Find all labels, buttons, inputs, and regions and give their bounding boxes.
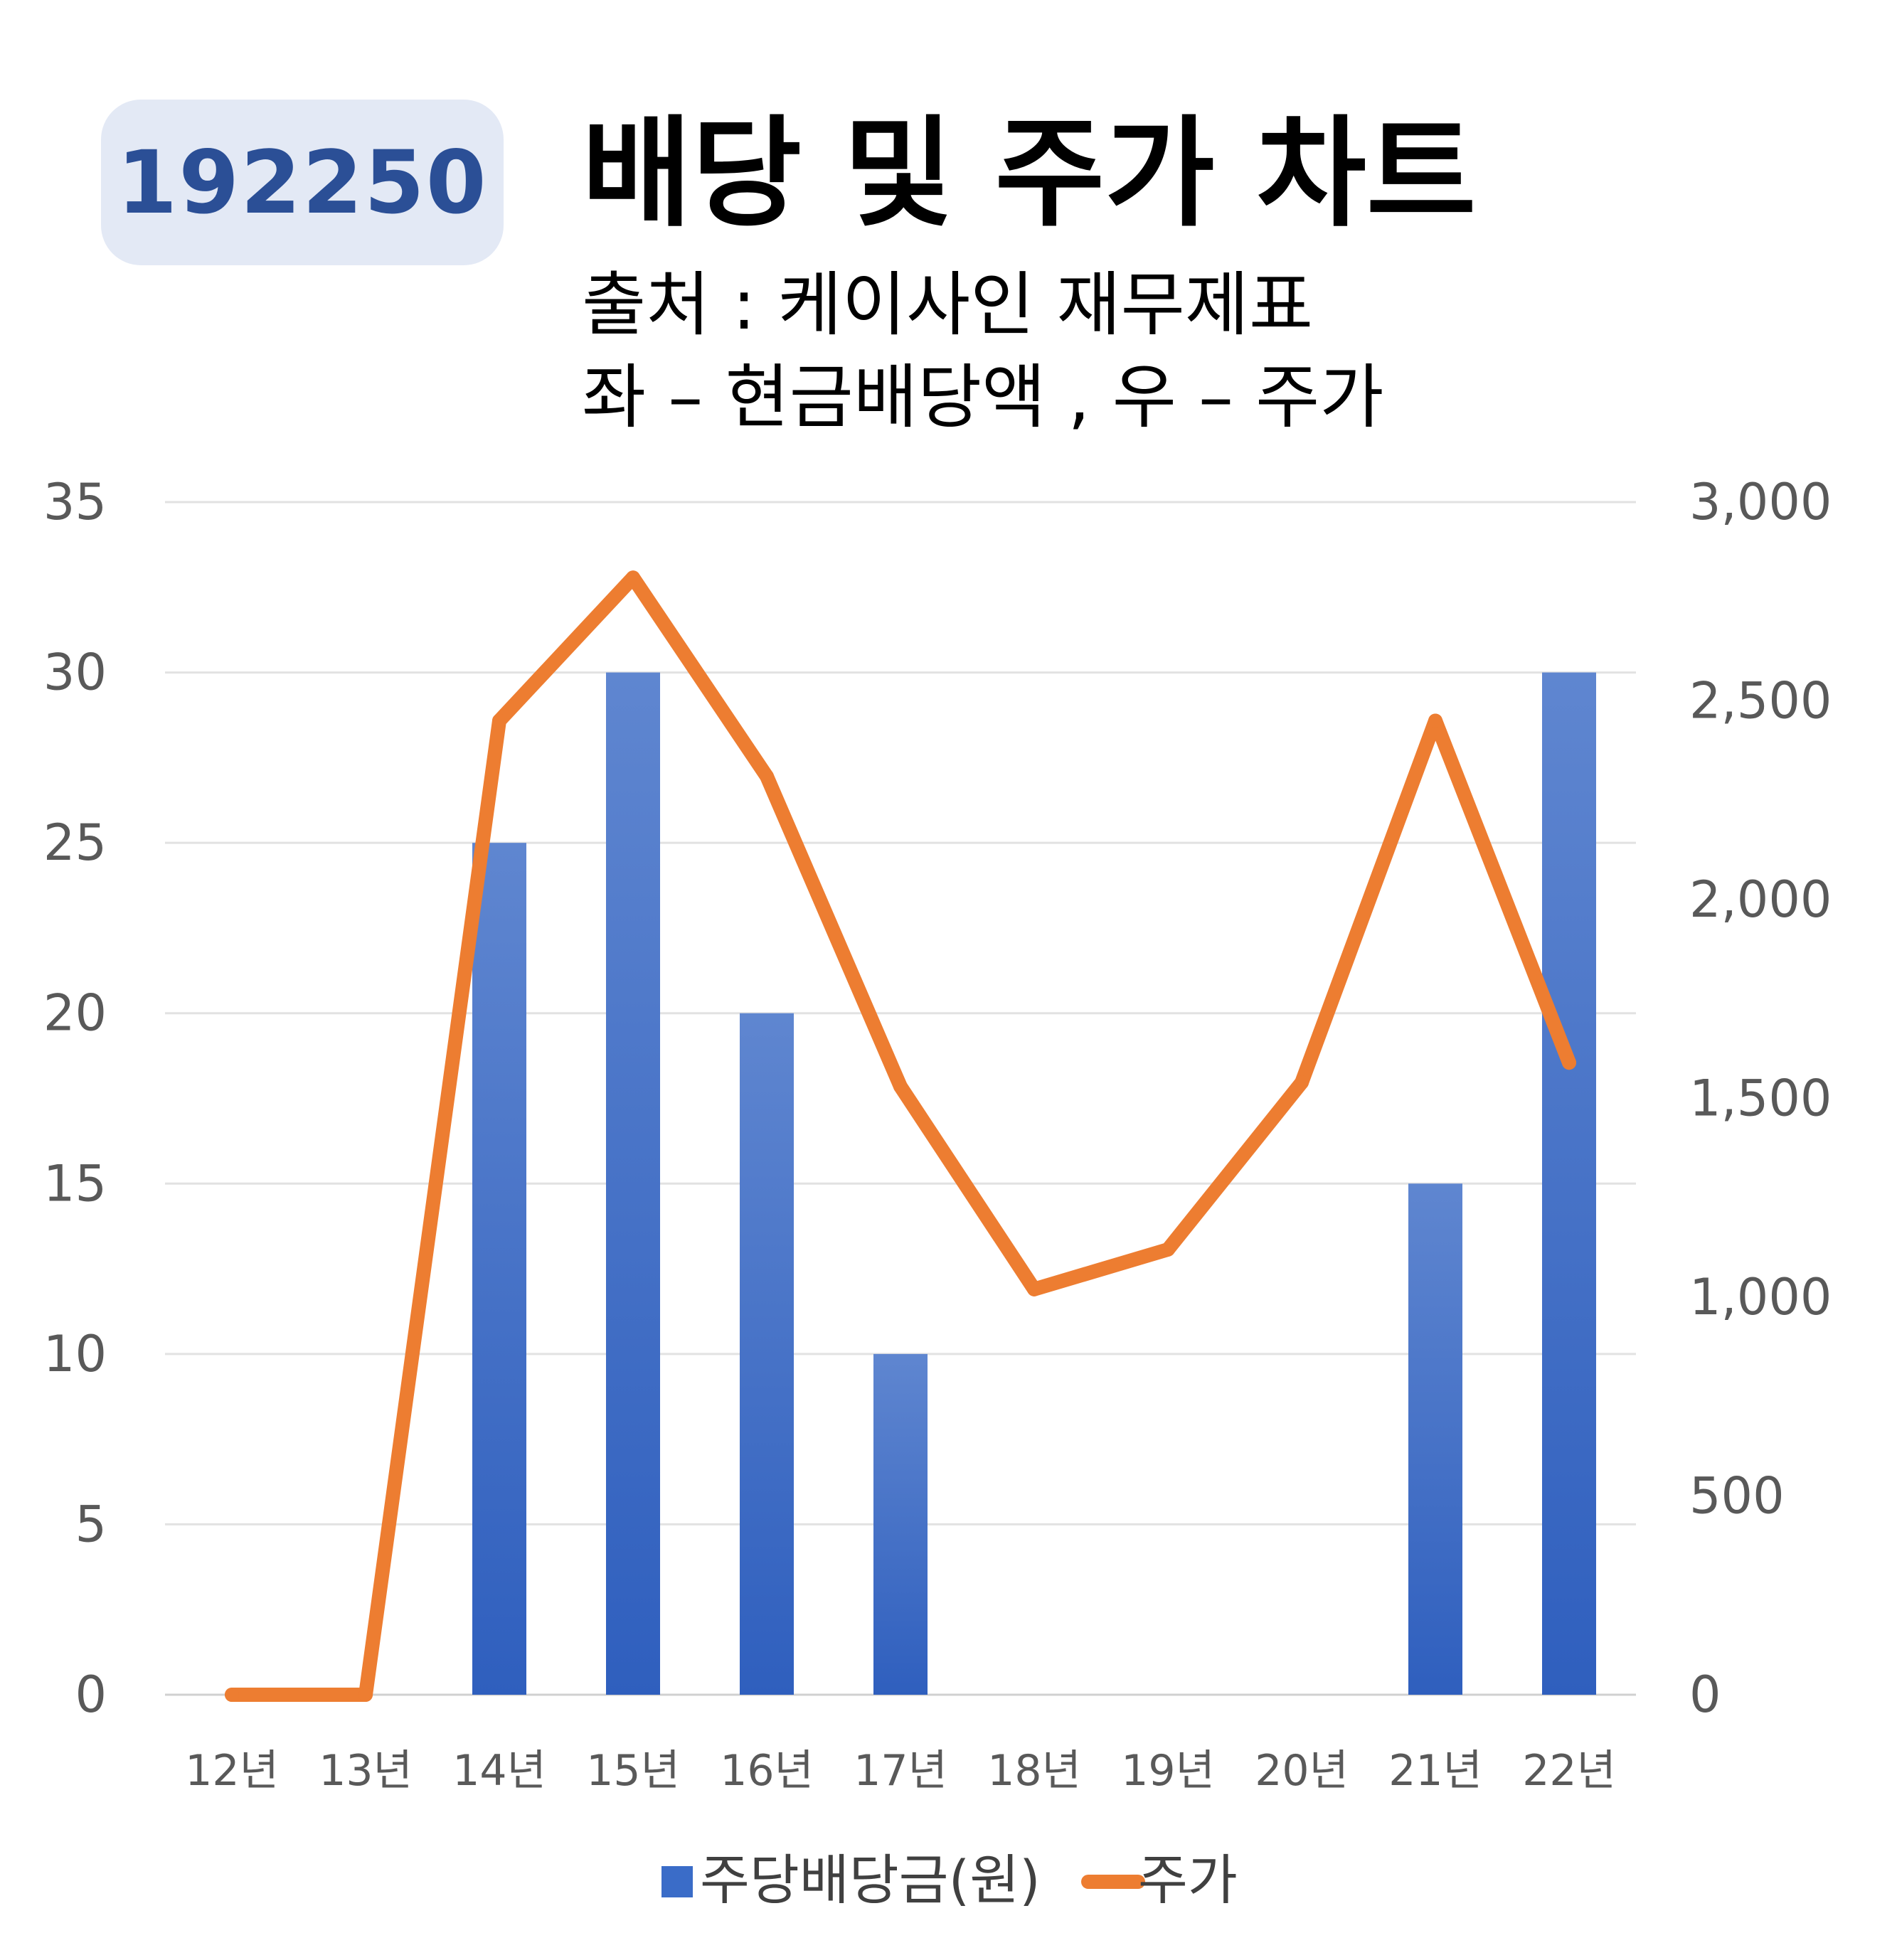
bar [873, 1353, 928, 1695]
x-tick-label: 13년 [319, 1746, 413, 1796]
legend: 주당배당금(원) 주가 [661, 1848, 1238, 1912]
stock-code-badge: 192250 [101, 100, 504, 265]
left-tick-label: 35 [43, 473, 107, 531]
line-point [760, 769, 774, 784]
line-point [893, 1079, 908, 1094]
right-tick-label: 2,500 [1689, 672, 1832, 730]
line-point [358, 1688, 373, 1702]
right-tick-label: 3,000 [1689, 473, 1832, 531]
left-tick-label: 5 [75, 1495, 107, 1553]
source-note: 출처 : 케이사인 재무제표 [582, 265, 1314, 346]
right-axis-ticks: 0 500 1,000 1,500 2,000 2,500 3,000 [1689, 473, 1832, 1724]
line-series [225, 570, 1576, 1702]
bar [606, 672, 660, 1695]
line-point [1295, 1075, 1309, 1090]
x-tick-label: 19년 [1121, 1746, 1215, 1796]
bar [1408, 1183, 1462, 1695]
legend-line-label: 주가 [1138, 1848, 1238, 1912]
axes-note: 좌 – 현금배당액 , 우 – 주가 [582, 357, 1384, 438]
line-point [1027, 1282, 1041, 1296]
line-point [1562, 1055, 1576, 1070]
x-tick-label: 21년 [1388, 1746, 1482, 1796]
left-tick-label: 20 [43, 984, 107, 1043]
right-tick-label: 0 [1689, 1666, 1721, 1724]
chart-title: 배당 및 주가 차트 [582, 104, 1477, 243]
bar [740, 1013, 794, 1695]
line-point [1428, 713, 1442, 728]
bar [1542, 672, 1596, 1695]
line-point [1161, 1242, 1175, 1257]
left-tick-label: 30 [43, 644, 107, 702]
line-point [225, 1688, 239, 1702]
line-point [626, 570, 640, 585]
x-tick-label: 20년 [1255, 1746, 1349, 1796]
left-tick-label: 0 [75, 1666, 107, 1724]
left-axis-ticks: 0 5 10 15 20 25 30 35 [43, 473, 107, 1724]
x-axis-ticks: 12년 13년 14년 15년 16년 17년 18년 19년 20년 21년 22년 [185, 1746, 1616, 1796]
legend-bar-label: 주당배당금(원) [700, 1848, 1041, 1912]
left-tick-label: 25 [43, 814, 107, 872]
x-tick-label: 14년 [452, 1746, 546, 1796]
x-tick-label: 22년 [1522, 1746, 1616, 1796]
bar [472, 843, 526, 1695]
line-point [492, 713, 506, 728]
bar-series [472, 672, 1596, 1695]
right-tick-label: 1,500 [1689, 1070, 1832, 1128]
x-tick-label: 16년 [720, 1746, 814, 1796]
x-tick-label: 17년 [854, 1746, 947, 1796]
legend-bar-swatch [661, 1866, 693, 1897]
left-tick-label: 10 [43, 1325, 107, 1383]
right-tick-label: 500 [1689, 1467, 1785, 1525]
right-tick-label: 1,000 [1689, 1268, 1832, 1326]
stock-code: 192250 [117, 132, 488, 233]
right-tick-label: 2,000 [1689, 870, 1832, 929]
x-tick-label: 15년 [586, 1746, 680, 1796]
x-tick-label: 12년 [185, 1746, 279, 1796]
left-tick-label: 15 [43, 1154, 107, 1213]
x-tick-label: 18년 [987, 1746, 1081, 1796]
